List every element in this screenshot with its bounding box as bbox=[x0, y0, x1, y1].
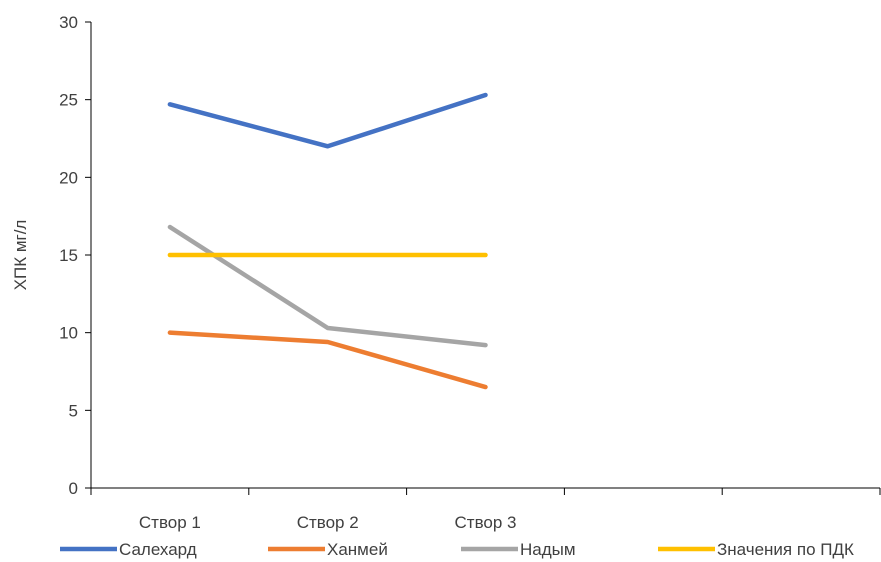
x-tick-label: Створ 1 bbox=[139, 513, 201, 532]
y-tick-label: 20 bbox=[59, 168, 78, 187]
y-tick-label: 15 bbox=[59, 246, 78, 265]
legend-label: Надым bbox=[520, 540, 576, 559]
legend: Салехард Ханмей Надым Значения по ПДК bbox=[60, 540, 854, 559]
series-line-3 bbox=[167, 224, 488, 348]
legend-item: Салехард bbox=[60, 540, 197, 559]
y-tick-label: 5 bbox=[69, 401, 78, 420]
legend-item: Ханмей bbox=[268, 540, 388, 559]
series-layer bbox=[167, 92, 488, 390]
series-line-1 bbox=[167, 92, 488, 149]
y-axis-title: ХПК мг/л bbox=[11, 220, 30, 291]
x-tick-label: Створ 2 bbox=[297, 513, 359, 532]
legend-item: Значения по ПДК bbox=[658, 540, 854, 559]
x-axis: Створ 1 Створ 2 Створ 3 bbox=[90, 487, 881, 532]
legend-item: Надым bbox=[461, 540, 576, 559]
y-tick-label: 30 bbox=[59, 13, 78, 32]
y-tick-label: 0 bbox=[69, 479, 78, 498]
legend-label: Салехард bbox=[119, 540, 197, 559]
y-tick-label: 25 bbox=[59, 91, 78, 110]
y-tick-label: 10 bbox=[59, 324, 78, 343]
legend-label: Ханмей bbox=[327, 540, 388, 559]
x-tick-label: Створ 3 bbox=[455, 513, 517, 532]
y-axis: 0 5 10 15 20 25 30 bbox=[59, 13, 92, 498]
legend-label: Значения по ПДК bbox=[717, 540, 854, 559]
